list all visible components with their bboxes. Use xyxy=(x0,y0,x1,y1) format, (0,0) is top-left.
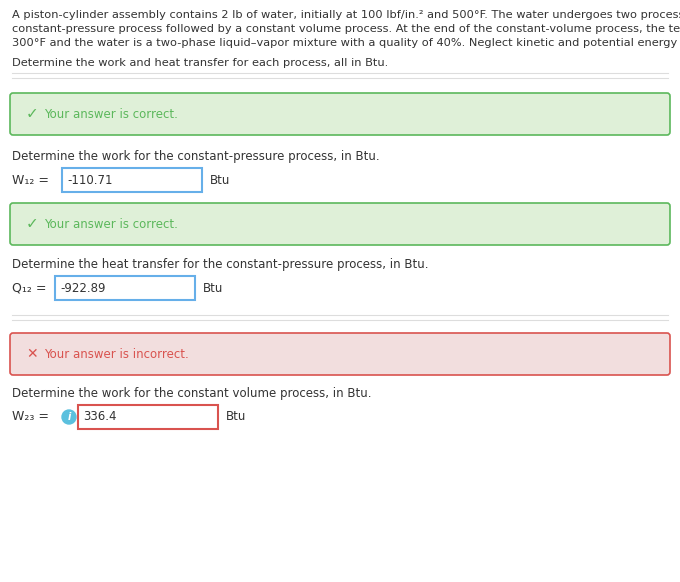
Circle shape xyxy=(62,410,76,424)
Text: Determine the work for the constant-pressure process, in Btu.: Determine the work for the constant-pres… xyxy=(12,150,379,163)
Text: -110.71: -110.71 xyxy=(67,173,112,186)
Text: ✕: ✕ xyxy=(26,347,37,361)
Text: Your answer is correct.: Your answer is correct. xyxy=(44,108,178,120)
Text: Determine the work for the constant volume process, in Btu.: Determine the work for the constant volu… xyxy=(12,387,371,400)
Text: W₂₃ =: W₂₃ = xyxy=(12,410,49,424)
FancyBboxPatch shape xyxy=(10,93,670,135)
Text: -922.89: -922.89 xyxy=(60,282,105,294)
Text: constant-pressure process followed by a constant volume process. At the end of t: constant-pressure process followed by a … xyxy=(12,24,680,34)
Text: W₁₂ =: W₁₂ = xyxy=(12,173,49,186)
Text: Determine the work and heat transfer for each process, all in Btu.: Determine the work and heat transfer for… xyxy=(12,58,388,68)
Bar xyxy=(78,405,218,429)
Text: Btu: Btu xyxy=(203,282,223,294)
Text: Btu: Btu xyxy=(226,410,246,424)
Text: Btu: Btu xyxy=(210,173,231,186)
Bar xyxy=(62,168,202,192)
Text: Determine the heat transfer for the constant-pressure process, in Btu.: Determine the heat transfer for the cons… xyxy=(12,258,428,271)
Text: 300°F and the water is a two-phase liquid–vapor mixture with a quality of 40%. N: 300°F and the water is a two-phase liqui… xyxy=(12,38,680,48)
Text: ✓: ✓ xyxy=(26,217,39,232)
Text: A piston-cylinder assembly contains 2 lb of water, initially at 100 lbf/in.² and: A piston-cylinder assembly contains 2 lb… xyxy=(12,10,680,20)
Bar xyxy=(55,276,195,300)
Text: Q₁₂ =: Q₁₂ = xyxy=(12,282,46,294)
FancyBboxPatch shape xyxy=(10,203,670,245)
Text: 336.4: 336.4 xyxy=(83,410,116,424)
FancyBboxPatch shape xyxy=(10,333,670,375)
Text: ✓: ✓ xyxy=(26,107,39,122)
Text: Your answer is correct.: Your answer is correct. xyxy=(44,218,178,230)
Text: Your answer is incorrect.: Your answer is incorrect. xyxy=(44,347,189,360)
Text: i: i xyxy=(67,412,71,422)
